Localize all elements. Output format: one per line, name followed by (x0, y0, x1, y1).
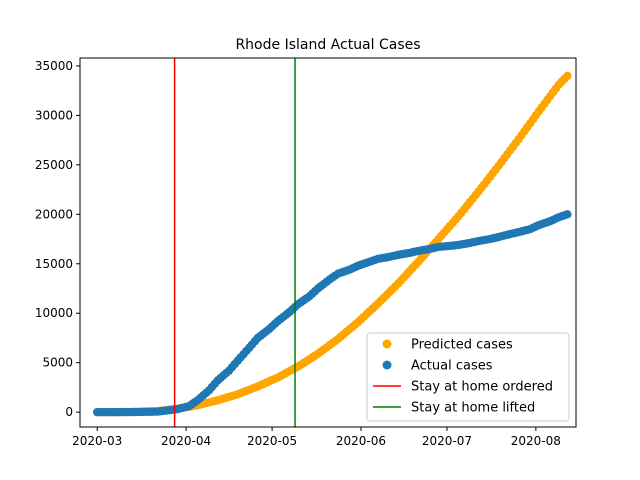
legend-stay-home-lifted-label: Stay at home lifted (411, 401, 535, 416)
y-tick-label: 25000 (35, 158, 73, 172)
y-tick-label: 0 (65, 405, 73, 419)
data-point (563, 71, 572, 81)
chart-title: Rhode Island Actual Cases (235, 37, 420, 53)
x-tick-label: 2020-04 (161, 434, 211, 448)
x-tick-label: 2020-06 (336, 434, 386, 448)
legend-stay-home-ordered-label: Stay at home ordered (411, 380, 553, 395)
legend-predicted-marker (382, 339, 392, 349)
y-tick-label: 15000 (35, 257, 73, 271)
y-tick-label: 30000 (35, 108, 73, 122)
x-tick-label: 2020-07 (422, 434, 472, 448)
series-actual (93, 210, 572, 417)
y-tick-label: 35000 (35, 59, 73, 73)
x-tick-label: 2020-08 (511, 434, 561, 448)
legend-actual-marker (382, 360, 392, 370)
y-tick-label: 5000 (42, 356, 73, 370)
y-tick-label: 20000 (35, 207, 73, 221)
legend-box (366, 332, 570, 422)
plot-frame (79, 57, 577, 428)
x-tick-label: 2020-05 (247, 434, 297, 448)
legend-actual-label: Actual cases (411, 359, 493, 374)
data-point (563, 210, 572, 219)
x-tick-label: 2020-03 (72, 434, 122, 448)
y-tick-label: 10000 (35, 306, 73, 320)
legend-predicted-label: Predicted cases (411, 338, 513, 353)
